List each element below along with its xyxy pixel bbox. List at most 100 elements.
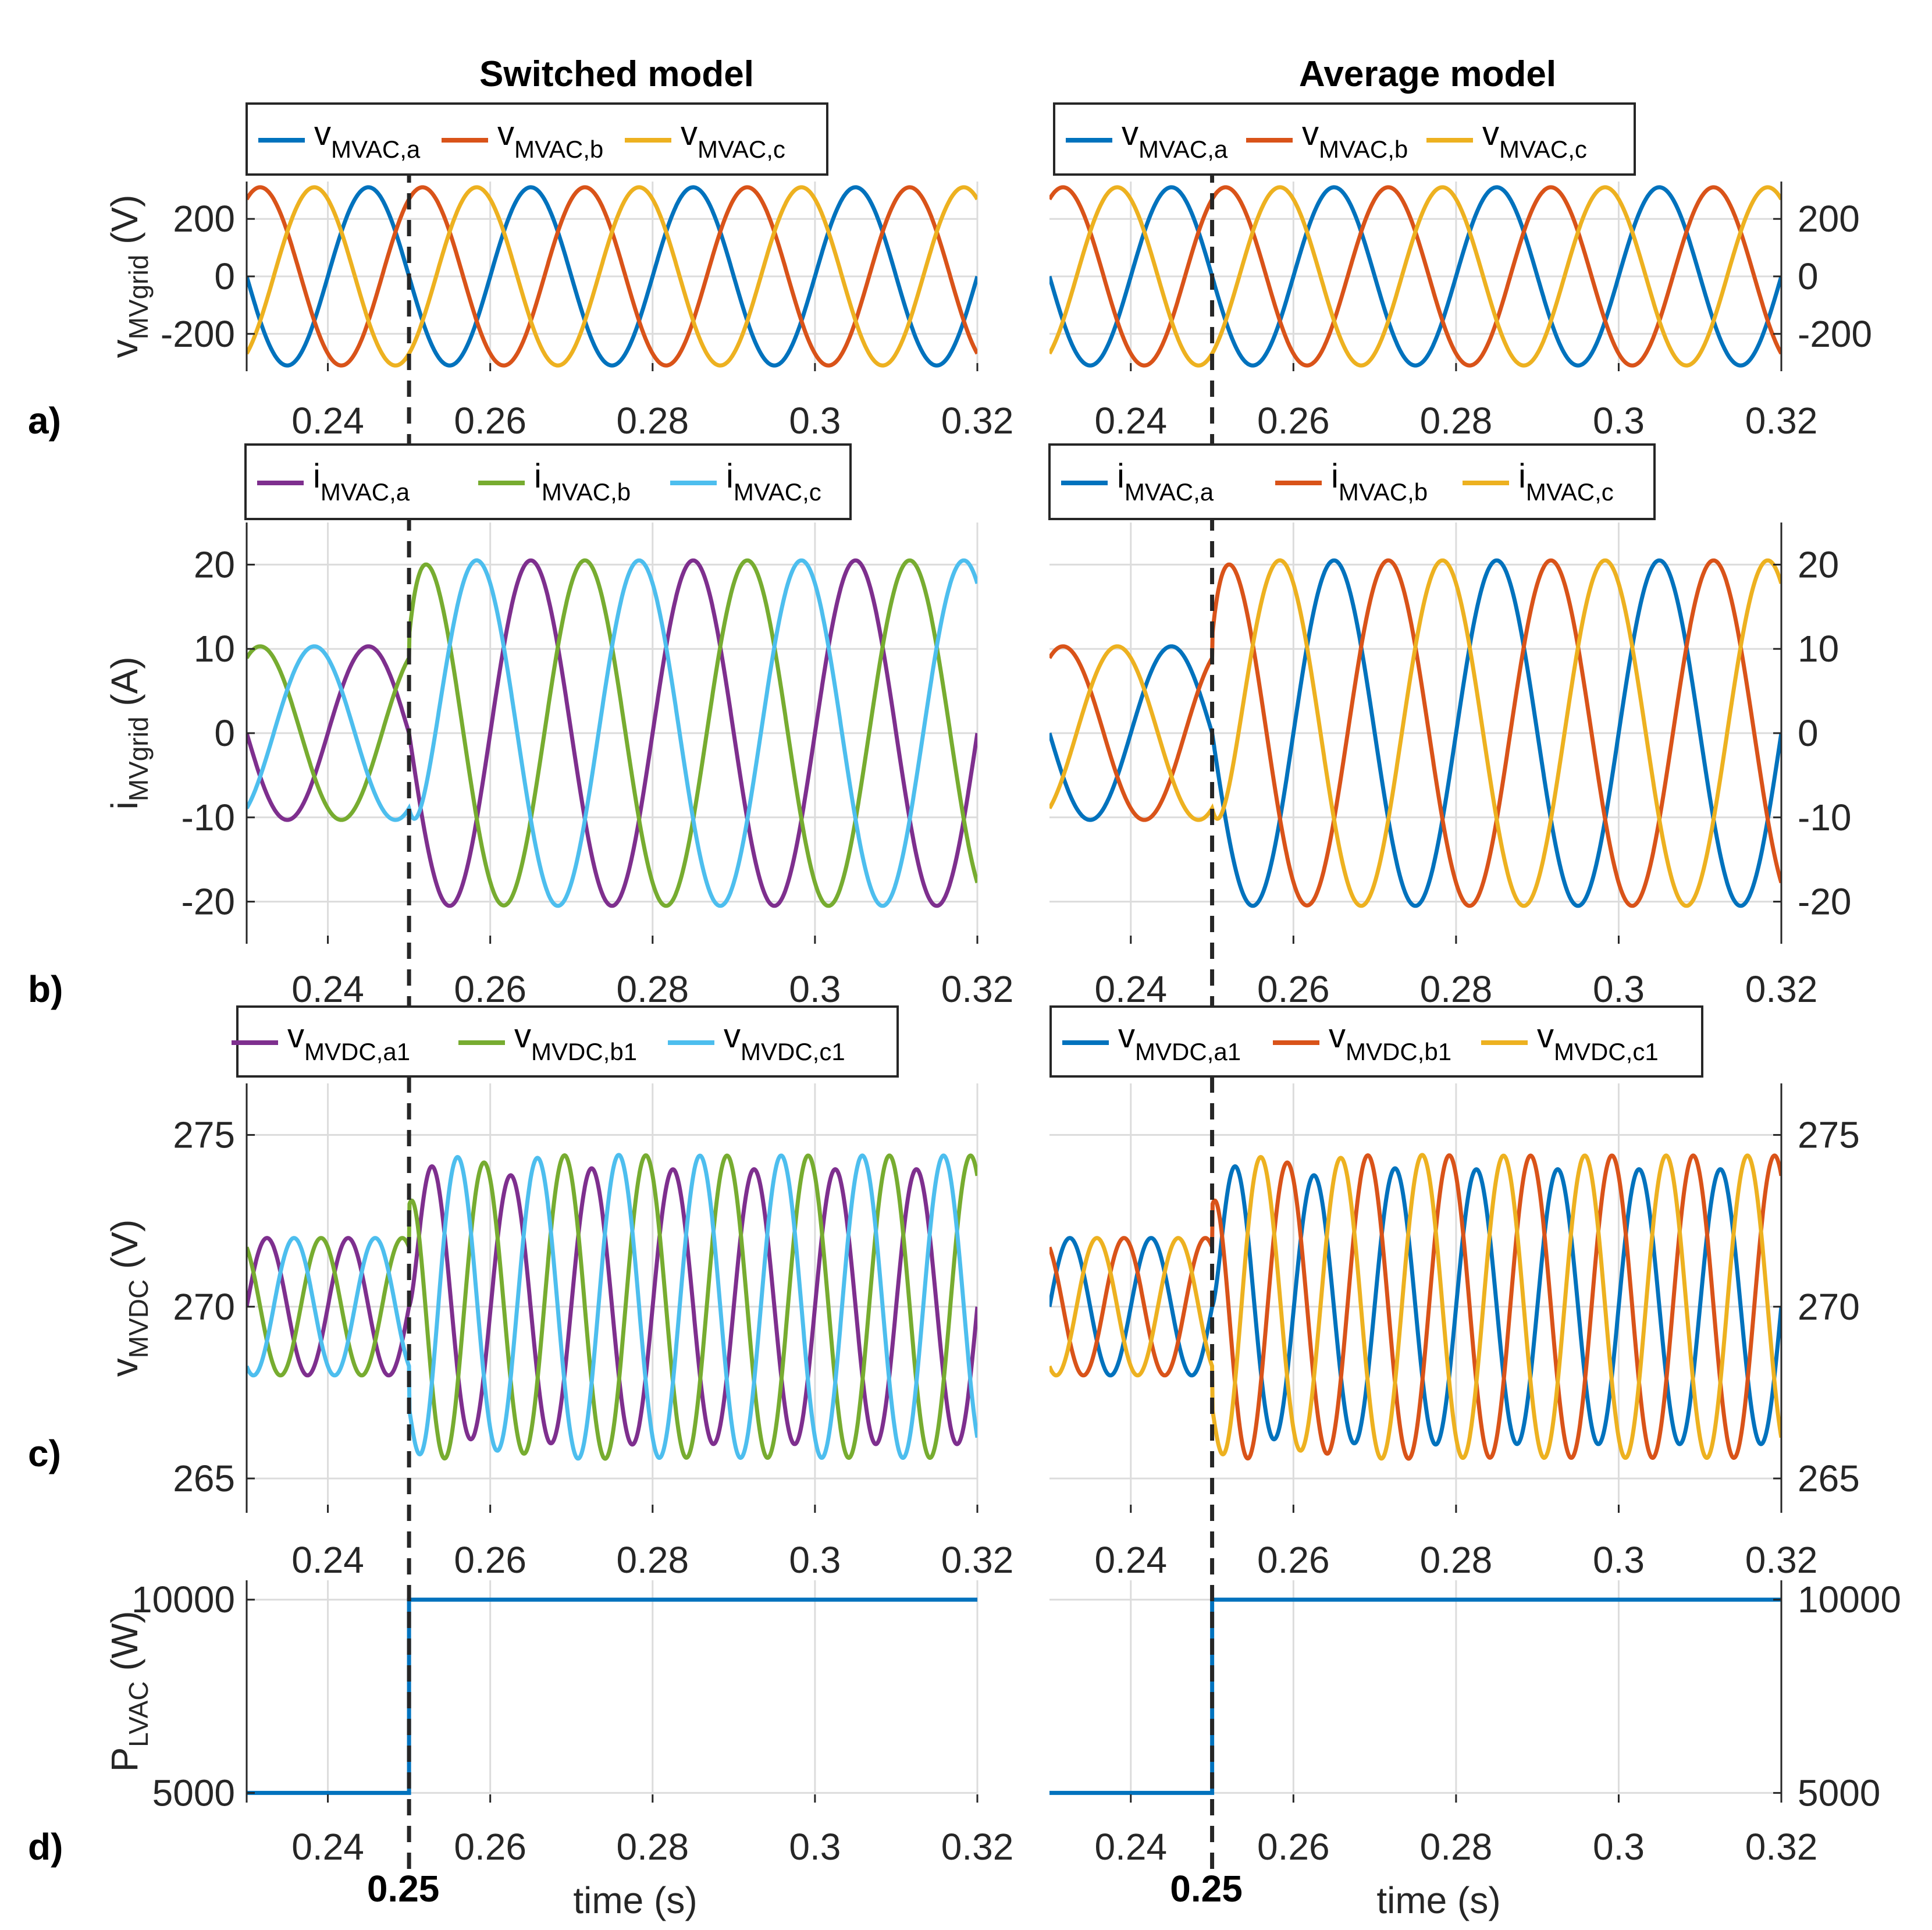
ytick-label-d-left-1: 5000	[152, 1772, 235, 1814]
legend-label-main-a-0-2: v	[681, 115, 698, 152]
xtick-label-d-0-0: 0.24	[291, 1826, 364, 1868]
xtick-label-d-1-3: 0.3	[1593, 1826, 1645, 1868]
legend-c-1: vMVDC,a1 vMVDC,b1 vMVDC,c1	[1049, 1005, 1703, 1078]
legend-c-0: vMVDC,a1 vMVDC,b1 vMVDC,c1	[232, 1005, 899, 1078]
legend-label-c-1-0: vMVDC,a1	[1118, 1017, 1241, 1065]
series-c-1-phase-a	[1049, 1164, 1781, 1447]
xtick-label-d-1-4: 0.32	[1745, 1826, 1818, 1868]
ytick-label-b-right-0: 20	[1798, 543, 1839, 585]
ytick-label-d-left-0: 10000	[131, 1579, 235, 1620]
xaxis-label-0: time (s)	[573, 1879, 697, 1921]
ylabel-d-unit: (W)	[104, 1611, 145, 1682]
xtick-label-c-1-3: 0.3	[1593, 1539, 1645, 1581]
legend-label-sub-a-1-0: MVAC,a	[1138, 136, 1228, 163]
legend-box-a-1	[1053, 102, 1636, 176]
legend-box-c-1	[1049, 1005, 1703, 1078]
curves-layer	[247, 185, 1781, 1795]
ylabel-c-unit: (V)	[104, 1220, 145, 1279]
legend-a-1: vMVAC,a vMVAC,b vMVAC,c	[1053, 102, 1636, 176]
xtick-label-d-0-1: 0.26	[454, 1826, 526, 1868]
ytick-label-a-right-1: 0	[1798, 255, 1819, 297]
legend-label-main-a-1-0: v	[1122, 115, 1138, 152]
xtick-label-a-0-3: 0.3	[789, 400, 841, 442]
ytick-label-a-right-0: 200	[1798, 198, 1860, 240]
series-c-0-phase-b	[247, 1153, 977, 1461]
ytick-label-c-right-1: 270	[1798, 1286, 1860, 1328]
legend-label-sub-a-0-0: MVAC,a	[331, 136, 421, 163]
legend-label-sub-c-0-1: MVDC,b1	[531, 1038, 637, 1065]
xtick-label-b-0-1: 0.26	[454, 968, 526, 1010]
legend-label-main-c-1-0: v	[1118, 1017, 1135, 1055]
xtick-label-a-1-4: 0.32	[1745, 400, 1818, 442]
panel-letter-d: d)	[28, 1826, 63, 1868]
xtick-label-a-0-2: 0.28	[616, 400, 689, 442]
legend-label-b-1-0: iMVAC,a	[1117, 457, 1214, 506]
ytick-label-a-right-2: -200	[1798, 313, 1872, 355]
legend-label-sub-c-1-2: MVDC,c1	[1554, 1038, 1659, 1065]
ylabel-d-sub: LVAC	[123, 1681, 154, 1747]
ytick-label-d-right-1: 5000	[1798, 1772, 1880, 1814]
axes-layer	[245, 166, 1782, 1871]
legend-label-sub-a-0-2: MVAC,c	[698, 136, 785, 163]
legend-label-main-a-0-0: v	[314, 115, 331, 152]
series-b-1-phase-c	[1049, 558, 1781, 908]
xtick-label-a-1-0: 0.24	[1094, 400, 1167, 442]
legend-label-sub-b-0-0: MVAC,a	[321, 478, 410, 506]
ytick-label-b-right-3: -10	[1798, 797, 1852, 838]
ylabel-a-main: v	[104, 339, 145, 358]
panel-letter-c: c)	[28, 1433, 61, 1474]
ylabel-a-unit: (V)	[104, 195, 145, 255]
legend-box-b-0	[244, 443, 852, 520]
legend-label-c-0-0: vMVDC,a1	[287, 1017, 410, 1065]
panel-letter-a: a)	[28, 400, 61, 442]
ylabel-d: PLVAC (W)	[104, 1611, 154, 1772]
xtick-label-d-0-4: 0.32	[941, 1826, 1014, 1868]
ytick-label-b-left-1: 10	[194, 628, 235, 670]
legend-label-main-a-1-1: v	[1302, 115, 1319, 152]
ylabel-b-unit: (A)	[104, 656, 145, 716]
legend-label-main-b-1-2: i	[1518, 457, 1526, 495]
panel-letter-b: b)	[28, 968, 63, 1010]
legend-label-sub-c-0-2: MVDC,c1	[741, 1038, 845, 1065]
ytick-label-a-left-0: 200	[173, 198, 235, 240]
xtick-label-a-1-3: 0.3	[1593, 400, 1645, 442]
ylabel-c-main: v	[104, 1358, 145, 1377]
ytick-label-a-left-1: 0	[214, 255, 235, 297]
step-marker-label-1: 0.25	[1170, 1868, 1243, 1910]
legend-label-sub-a-0-1: MVAC,b	[514, 136, 603, 163]
legend-label-main-b-0-2: i	[726, 457, 734, 495]
series-b-1-phase-a	[1049, 558, 1781, 908]
legend-label-sub-c-0-0: MVDC,a1	[304, 1038, 410, 1065]
legend-label-b-1-2: iMVAC,c	[1518, 457, 1614, 506]
series-a-1-phase-c	[1049, 185, 1781, 368]
series-a-1-phase-a	[1049, 185, 1781, 368]
xtick-label-a-0-0: 0.24	[291, 400, 364, 442]
legend-label-main-c-0-2: v	[724, 1017, 741, 1055]
legend-b-1: iMVAC,a iMVAC,b iMVAC,c	[1048, 443, 1656, 520]
legend-label-c-1-2: vMVDC,c1	[1537, 1017, 1659, 1065]
xtick-label-b-1-2: 0.28	[1420, 968, 1493, 1010]
ytick-label-b-left-4: -20	[182, 881, 236, 923]
legend-label-b-0-2: iMVAC,c	[726, 457, 821, 506]
legend-label-sub-a-1-2: MVAC,c	[1499, 136, 1587, 163]
legend-label-a-0-1: vMVAC,b	[497, 115, 603, 163]
xtick-label-a-1-1: 0.26	[1257, 400, 1330, 442]
ytick-label-b-right-1: 10	[1798, 628, 1839, 670]
xtick-label-c-1-0: 0.24	[1094, 1539, 1167, 1581]
legend-label-main-c-0-0: v	[287, 1017, 304, 1055]
xtick-label-b-0-4: 0.32	[941, 968, 1014, 1010]
xtick-label-c-0-3: 0.3	[789, 1539, 841, 1581]
legend-b-0: iMVAC,a iMVAC,b iMVAC,c	[244, 443, 852, 520]
legend-box-c-0	[236, 1005, 899, 1078]
xtick-label-c-0-0: 0.24	[291, 1539, 364, 1581]
ytick-label-b-left-3: -10	[182, 797, 236, 838]
column-title-0: Switched model	[479, 54, 754, 94]
series-c-0-phase-a	[247, 1164, 977, 1447]
series-d-1-power	[1049, 1597, 1781, 1795]
ytick-label-b-left-2: 0	[214, 712, 235, 754]
legend-label-main-b-1-0: i	[1117, 457, 1125, 495]
xtick-label-a-0-1: 0.26	[454, 400, 526, 442]
xtick-label-c-1-1: 0.26	[1257, 1539, 1330, 1581]
